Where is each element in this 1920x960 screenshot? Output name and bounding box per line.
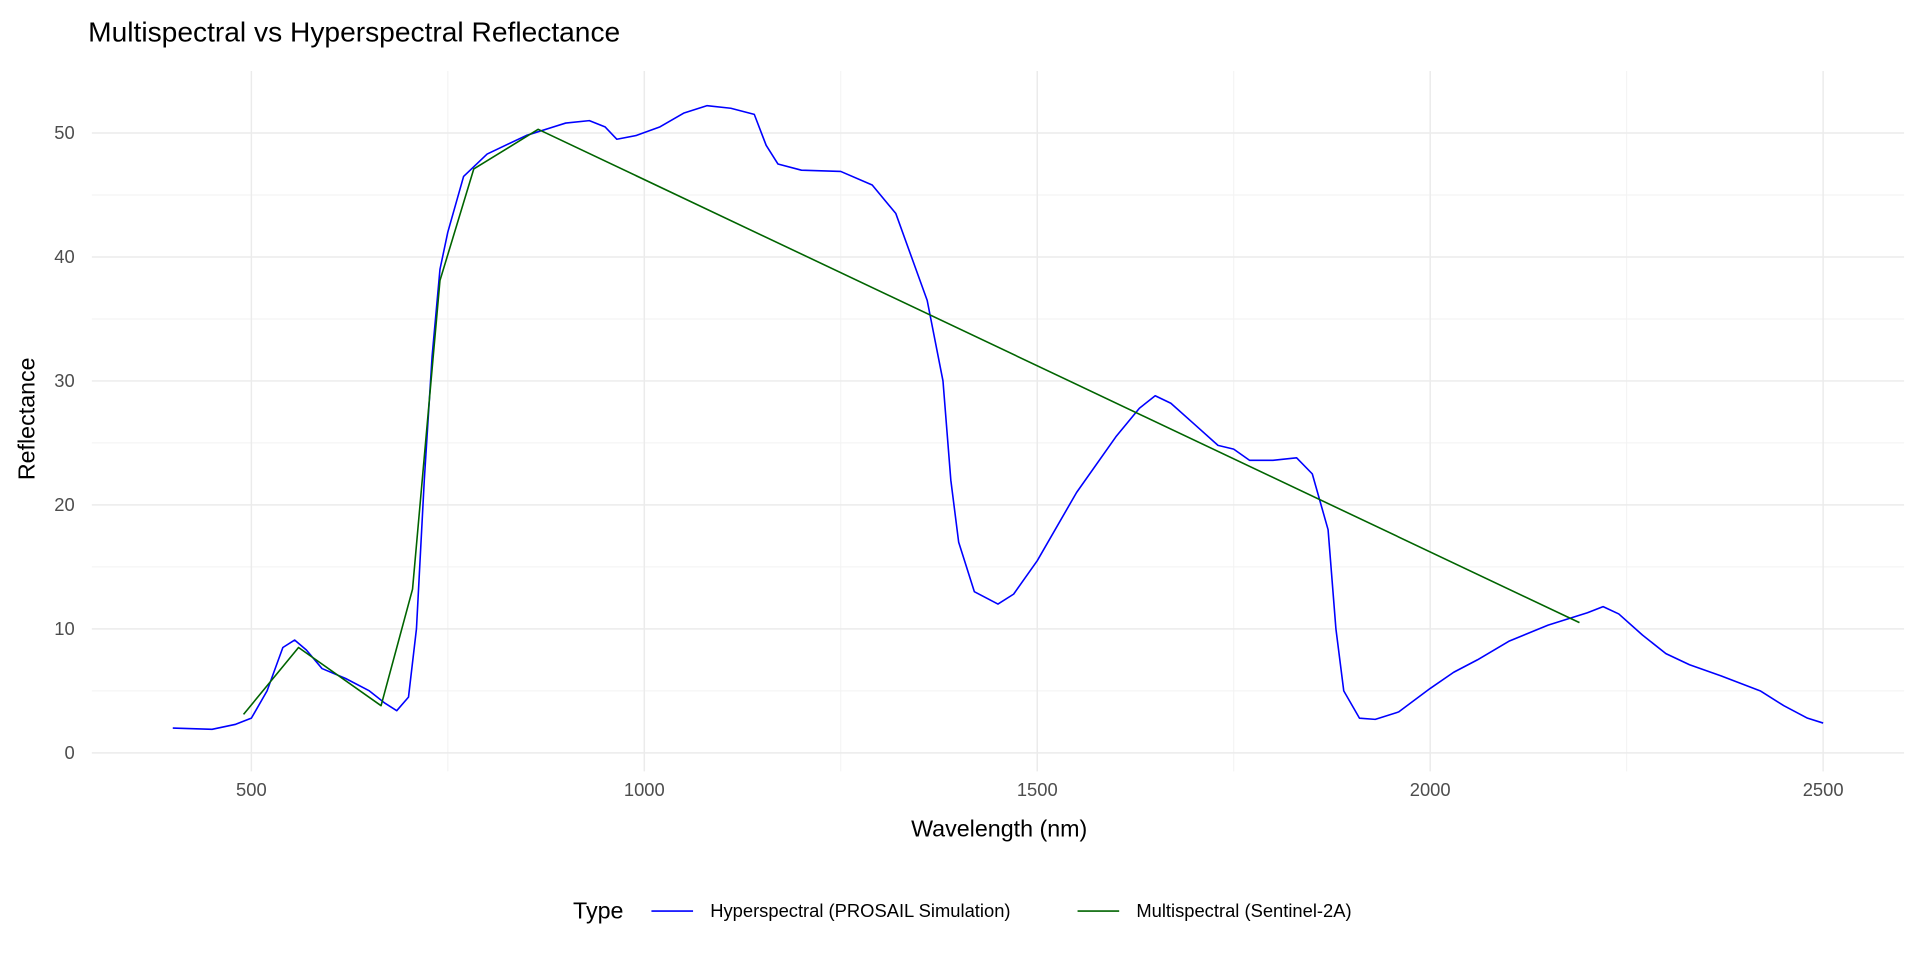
y-tick-label: 20 <box>54 494 74 515</box>
tick-labels: 500 1000 1500 2000 2500 0 10 20 30 40 50 <box>54 122 1843 800</box>
legend-label: Hyperspectral (PROSAIL Simulation) <box>710 900 1010 921</box>
x-tick-label: 1000 <box>624 779 665 800</box>
x-axis-title: Wavelength (nm) <box>911 815 1087 841</box>
y-tick-label: 50 <box>54 122 74 143</box>
series-lines <box>172 104 1824 731</box>
x-tick-label: 2000 <box>1410 779 1451 800</box>
legend: Type Hyperspectral (PROSAIL Simulation) M… <box>573 897 1352 923</box>
legend-title: Type <box>573 897 623 923</box>
multispectral-line <box>242 128 1580 715</box>
y-tick-label: 40 <box>54 246 74 267</box>
y-axis-title: Reflectance <box>13 357 39 480</box>
y-tick-label: 0 <box>64 742 74 763</box>
y-tick-label: 10 <box>54 618 74 639</box>
x-tick-label: 1500 <box>1017 779 1058 800</box>
x-tick-label: 500 <box>236 779 267 800</box>
hyperspectral-line <box>172 104 1824 731</box>
chart-title: Multispectral vs Hyperspectral Reflectan… <box>88 17 620 48</box>
grid <box>91 71 1905 772</box>
legend-label: Multispectral (Sentinel-2A) <box>1136 900 1351 921</box>
x-tick-label: 2500 <box>1803 779 1844 800</box>
y-tick-label: 30 <box>54 370 74 391</box>
